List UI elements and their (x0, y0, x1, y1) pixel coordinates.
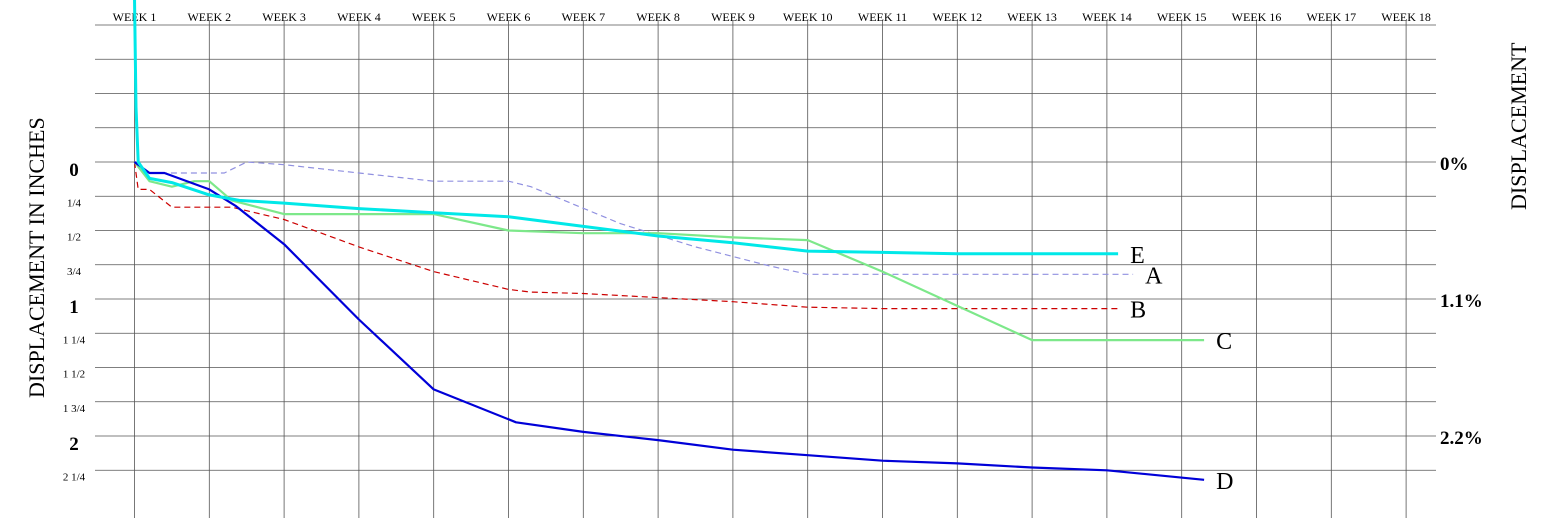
series-label-c: C (1216, 329, 1232, 355)
x-tick-label: WEEK 6 (487, 10, 531, 24)
y-right-tick-label: 1.1% (1440, 291, 1483, 312)
x-tick-label: WEEK 15 (1157, 10, 1207, 24)
series-line-b (133, 161, 1119, 310)
y-axis-title: DISPLACEMENT IN INCHES (24, 117, 49, 398)
x-tick-labels: WEEK 1 WEEK 2 WEEK 3 WEEK 4 WEEK 5 WEEK 6 WEEK… (113, 10, 1431, 24)
y-right-tick-label: 0% (1440, 154, 1469, 175)
y-tick-label: 0 (69, 160, 79, 181)
y-tick-labels: 0 1/4 1/2 3/4 1 1 1/4 1 1/2 1 3/4 2 2 1/4 (63, 160, 86, 483)
x-tick-label: WEEK 4 (337, 10, 381, 24)
x-tick-label: WEEK 5 (412, 10, 456, 24)
x-tick-label: WEEK 14 (1082, 10, 1132, 24)
y-tick-label: 1 3/4 (63, 403, 86, 415)
series-line-a (134, 161, 1134, 275)
x-tick-label: WEEK 18 (1381, 10, 1431, 24)
x-tick-label: WEEK 3 (262, 10, 306, 24)
x-tick-label: WEEK 16 (1232, 10, 1282, 24)
y-tick-label: 1 1/4 (63, 334, 86, 346)
x-tick-label: WEEK 10 (783, 10, 833, 24)
y-tick-label: 3/4 (67, 266, 82, 278)
series-labels: AB C D E (1130, 243, 1233, 495)
x-tick-label: WEEK 9 (711, 10, 755, 24)
series-label-b: B (1130, 298, 1146, 324)
x-tick-label: WEEK 2 (187, 10, 231, 24)
x-tick-label: WEEK 7 (561, 10, 605, 24)
x-tick-label: WEEK 13 (1007, 10, 1057, 24)
y-axis-title-right: DISPLACEMENT (1506, 42, 1531, 210)
y-right-tick-labels: 0% 1.1% 2.2% (1440, 154, 1483, 449)
x-tick-label: WEEK 12 (932, 10, 982, 24)
series-label-e: E (1130, 243, 1145, 269)
y-tick-label: 2 (69, 434, 79, 455)
y-right-tick-label: 2.2% (1440, 428, 1483, 449)
y-tick-label: 2 1/4 (63, 471, 86, 483)
series-line-c (133, 161, 1205, 342)
y-tick-label: 1 (69, 297, 79, 318)
y-tick-label: 1/2 (67, 232, 81, 244)
series-label-a: A (1145, 263, 1163, 289)
x-tick-label: WEEK 17 (1306, 10, 1356, 24)
series-label-d: D (1216, 469, 1233, 495)
series-line-e (133, 0, 1119, 256)
y-tick-label: 1 1/2 (63, 369, 85, 381)
x-tick-label: WEEK 8 (636, 10, 680, 24)
y-tick-label: 1/4 (67, 197, 82, 209)
x-tick-label: WEEK 11 (858, 10, 907, 24)
grid (95, 21, 1436, 518)
series-line-d (133, 161, 1205, 481)
series-lines (133, 0, 1205, 481)
